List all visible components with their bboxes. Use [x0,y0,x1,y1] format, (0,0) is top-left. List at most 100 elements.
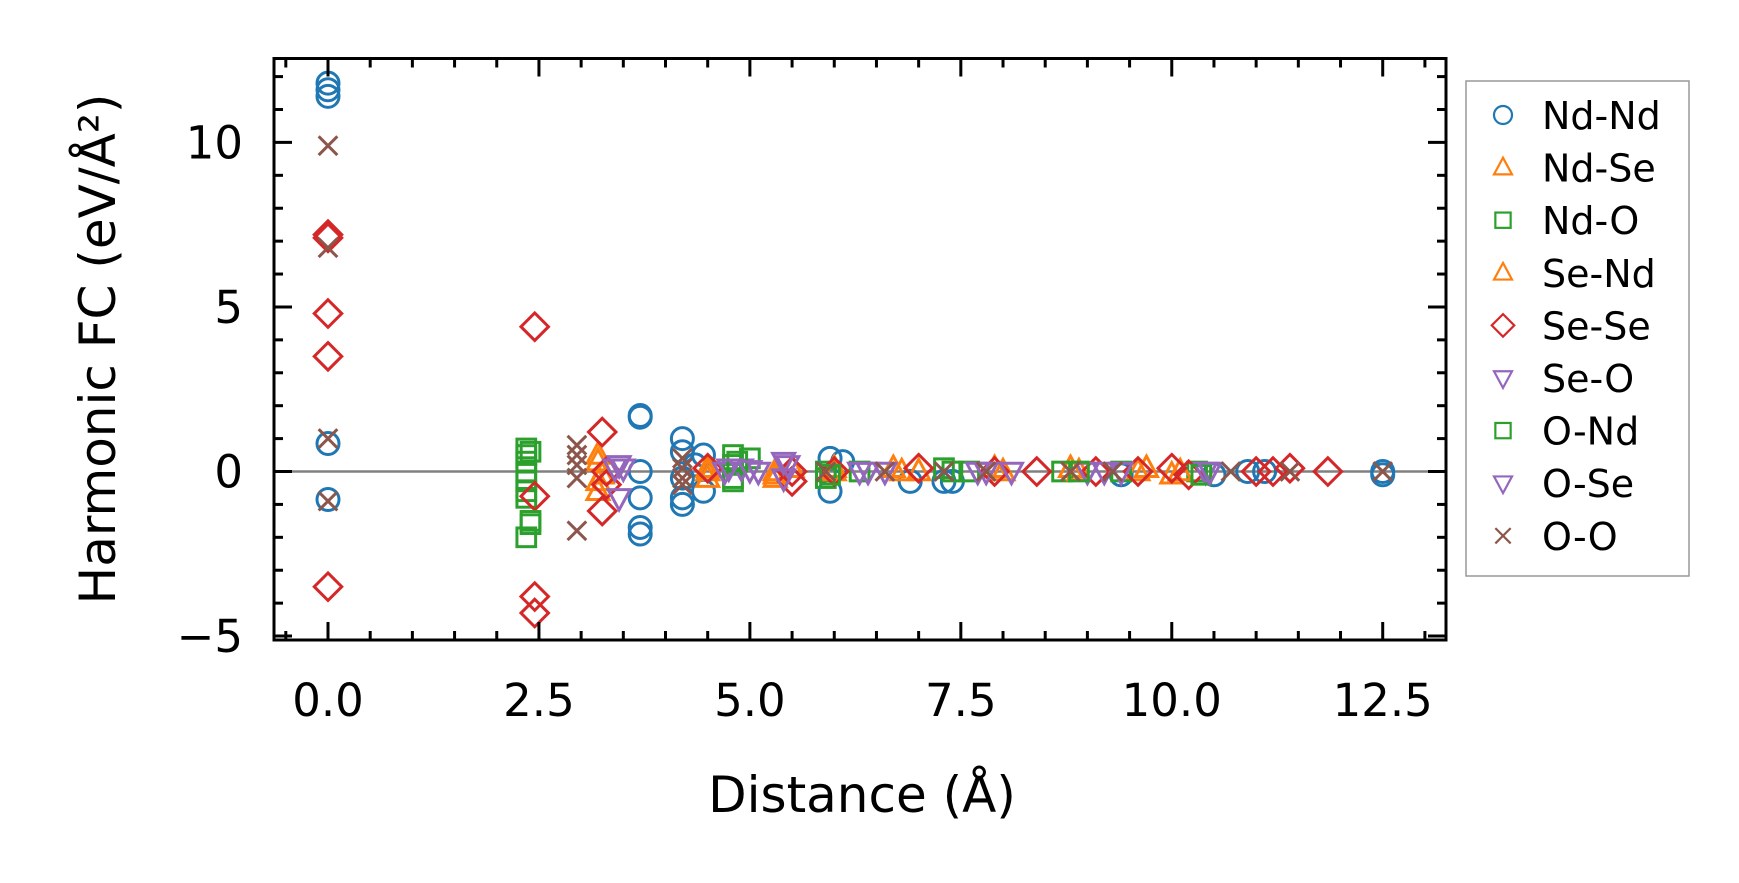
data-point-nd-nd [690,478,716,504]
data-point-o-se [736,460,764,486]
x-tick-label: 2.5 [503,674,575,727]
triangle-down-marker-icon [1492,370,1514,391]
x-tick-label: 12.5 [1333,674,1433,727]
data-point-se-nd [981,452,1009,478]
plot-frame [272,57,1448,642]
data-point-se-se [312,570,344,603]
legend-label: Se-Nd [1542,252,1656,296]
data-point-o-se [715,458,743,484]
data-point-se-se [312,297,344,330]
x-tick-label: 7.5 [925,674,997,727]
legend-item: O-Se [1492,462,1634,506]
legend-label: Nd-O [1542,199,1639,243]
data-point-o-o [566,520,588,542]
data-point-o-o [671,467,693,489]
data-point-se-se [312,340,344,373]
data-point-o-o [933,461,955,482]
y-tick-label: 5 [214,281,243,334]
square-marker-icon [1494,421,1512,440]
circle-marker-icon [1492,104,1514,126]
data-point-o-nd [519,510,542,532]
data-point-se-nd [694,452,722,478]
data-point-se-se [1020,455,1053,488]
legend-label: O-Se [1542,462,1634,506]
x-tick-label: 5.0 [714,674,786,727]
data-point-se-se [518,580,551,613]
data-point-nd-nd [315,83,341,109]
diamond-marker-icon [1490,312,1516,339]
data-point-se-se [902,452,935,485]
data-point-o-o [317,428,339,450]
legend: Nd-Nd Nd-Se Nd-O Se-Nd Se-Se Se-O O-Nd O-Se O-O [1465,80,1690,577]
data-point-o-o [874,461,896,482]
data-point-o-o [566,467,588,489]
data-point-o-o [566,434,588,456]
data-point-nd-o [515,526,538,549]
data-point-nd-nd [669,491,695,517]
data-point-o-se [972,461,1000,487]
data-point-se-se [586,416,619,448]
data-point-nd-nd [627,514,653,540]
data-point-se-nd [584,439,612,465]
data-point-nd-se [1124,456,1152,482]
data-point-nd-nd [627,521,653,547]
data-point-o-nd [519,440,542,463]
data-point-se-o [997,461,1025,487]
data-point-nd-se [694,456,722,482]
data-point-se-se [776,465,808,498]
legend-label: O-Nd [1542,410,1639,454]
data-point-o-o [975,461,997,482]
triangle-up-marker-icon [1492,155,1514,176]
data-point-o-o [1102,461,1124,482]
legend-item: Se-Nd [1492,252,1656,296]
legend-label: Nd-Se [1542,147,1656,191]
data-point-se-o [605,488,633,514]
data-point-nd-o [814,467,837,489]
data-point-se-se [1155,452,1188,485]
data-point-o-o [1220,461,1242,482]
data-point-o-se [854,461,882,487]
data-point-se-o [711,461,739,487]
data-point-nd-nd [315,486,341,512]
data-point-nd-nd [669,426,695,452]
square-marker-icon [1494,211,1512,229]
legend-label: Se-Se [1542,304,1651,348]
data-point-o-o [671,457,693,479]
data-point-se-se [518,310,551,343]
data-point-se-se [518,480,551,513]
data-point-se-se [1079,455,1112,488]
axis-ticks: 0.0 2.5 5.0 7.5 10.0 12.5 −5 0 5 10 [177,58,1446,727]
legend-label: Nd-Nd [1542,94,1661,138]
data-point-o-o [671,474,693,496]
data-point-nd-nd [1370,462,1396,488]
legend-item: O-Nd [1494,410,1639,454]
legend-label: Se-O [1542,357,1634,401]
data-point-se-o [605,455,633,481]
data-point-o-o [566,444,588,466]
data-point-o-o [815,461,837,482]
data-point-se-o [871,461,899,487]
data-point-nd-nd [315,431,341,457]
legend-label: O-O [1542,515,1618,559]
y-tick-label: −5 [177,610,243,663]
y-tick-label: 0 [214,446,243,499]
data-point-o-o [671,447,693,469]
data-point-o-se [609,458,637,484]
triangle-up-marker-icon [1492,260,1514,281]
data-point-nd-se [905,456,933,482]
data-marks [274,70,1446,629]
data-point-o-se [1196,461,1224,487]
legend-item: Se-O [1492,357,1634,401]
legend-item: Se-Se [1490,304,1651,348]
data-point-nd-nd [627,404,653,430]
triangle-down-marker-icon [1492,475,1514,496]
data-point-o-se [774,455,802,481]
data-point-se-o [770,451,798,477]
x-marker-icon [1494,527,1512,545]
data-point-nd-nd [315,77,341,103]
legend-item: O-O [1494,515,1618,559]
data-point-o-o [317,490,339,512]
legend-item: Nd-O [1494,199,1639,243]
legend-item: Nd-Nd [1492,94,1661,138]
